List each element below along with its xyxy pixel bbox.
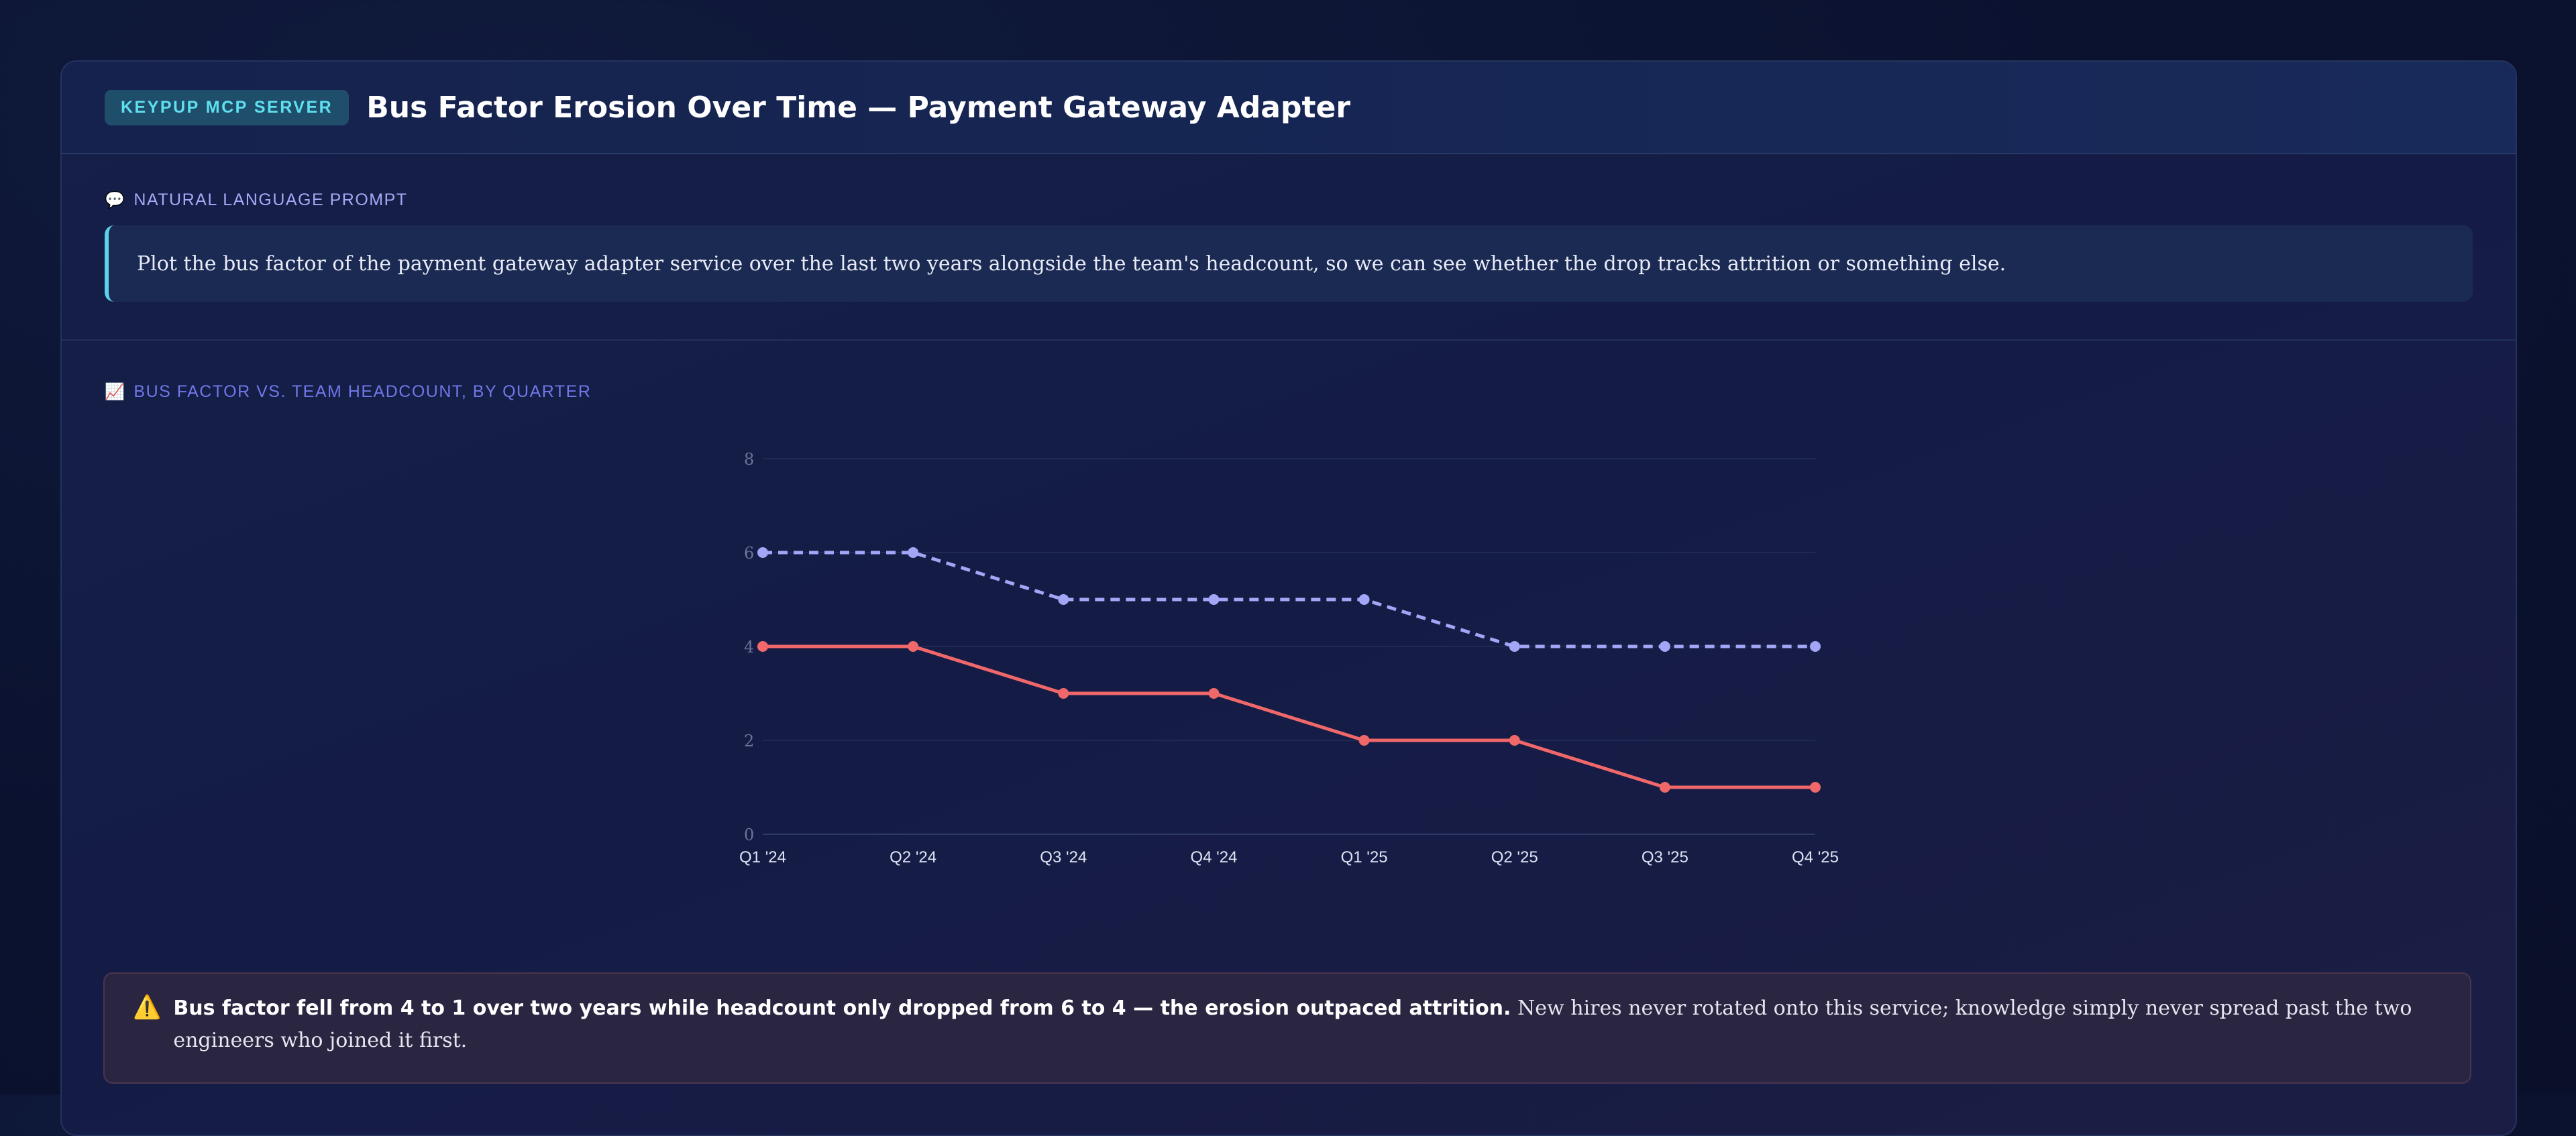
y-tick-label: 0 (744, 826, 754, 844)
data-point (1058, 688, 1069, 699)
insight-callout: ⚠️ Bus factor fell from 4 to 1 over two … (103, 972, 2471, 1084)
data-point (1208, 688, 1220, 699)
prompt-text: Plot the bus factor of the payment gatew… (137, 251, 2006, 276)
y-tick-label: 8 (744, 450, 754, 469)
y-tick-label: 6 (744, 544, 754, 563)
x-tick-label: Q2 '24 (890, 848, 936, 866)
insight-rest: New hires never rotated onto this servic… (173, 997, 2412, 1052)
chart-increasing-icon: 📈 (105, 383, 126, 401)
page-title: Bus Factor Erosion Over Time — Payment G… (366, 90, 1351, 125)
x-tick-label: Q4 '24 (1190, 848, 1237, 866)
data-point (1810, 641, 1821, 652)
series-line (763, 644, 1815, 789)
data-point (1659, 641, 1670, 652)
data-point (1058, 594, 1069, 605)
prompt-box: Plot the bus factor of the payment gatew… (105, 225, 2473, 302)
chart-section-label: 📈 BUS FACTOR VS. TEAM HEADCOUNT, BY QUAR… (105, 382, 591, 402)
prompt-section-label: 💬 NATURAL LANGUAGE PROMPT (105, 190, 408, 210)
x-tick-label: Q1 '25 (1341, 848, 1388, 866)
y-tick-label: 4 (744, 638, 754, 657)
y-tick-label: 2 (744, 732, 754, 750)
insight-bold: Bus factor fell from 4 to 1 over two yea… (173, 997, 1511, 1020)
section-divider (62, 339, 2516, 341)
data-point (757, 641, 768, 652)
card-header: KEYPUP MCP SERVER Bus Factor Erosion Ove… (62, 62, 2516, 154)
data-point (1358, 594, 1370, 605)
line-chart: 0 2 4 6 8 Q1 '24 Q2 '24 Q3 '24 Q4 '24 Q1 '25 Q2 '2… (739, 450, 1839, 866)
chart-label-text: BUS FACTOR VS. TEAM HEADCOUNT, BY QUARTE… (133, 382, 592, 401)
data-point (908, 641, 919, 652)
report-card: KEYPUP MCP SERVER Bus Factor Erosion Ove… (60, 60, 2517, 1136)
speech-bubble-icon: 💬 (105, 191, 126, 209)
x-tick-label: Q2 '25 (1491, 848, 1538, 866)
data-point (757, 547, 768, 558)
data-point (1509, 641, 1520, 652)
data-point (1509, 735, 1520, 746)
server-badge: KEYPUP MCP SERVER (105, 89, 350, 125)
x-tick-label: Q4 '25 (1792, 848, 1839, 866)
data-point (908, 547, 919, 558)
x-tick-label: Q3 '25 (1642, 848, 1688, 866)
data-point (1810, 782, 1821, 793)
x-tick-label: Q1 '24 (739, 848, 786, 866)
prompt-label-text: NATURAL LANGUAGE PROMPT (133, 190, 408, 209)
series-line (763, 551, 1815, 648)
data-point (1208, 594, 1220, 605)
data-point (1659, 782, 1670, 793)
data-point (1358, 735, 1370, 746)
warning-icon: ⚠️ (133, 994, 162, 1021)
insight-text: Bus factor fell from 4 to 1 over two yea… (173, 992, 2443, 1057)
x-tick-label: Q3 '24 (1040, 848, 1087, 866)
